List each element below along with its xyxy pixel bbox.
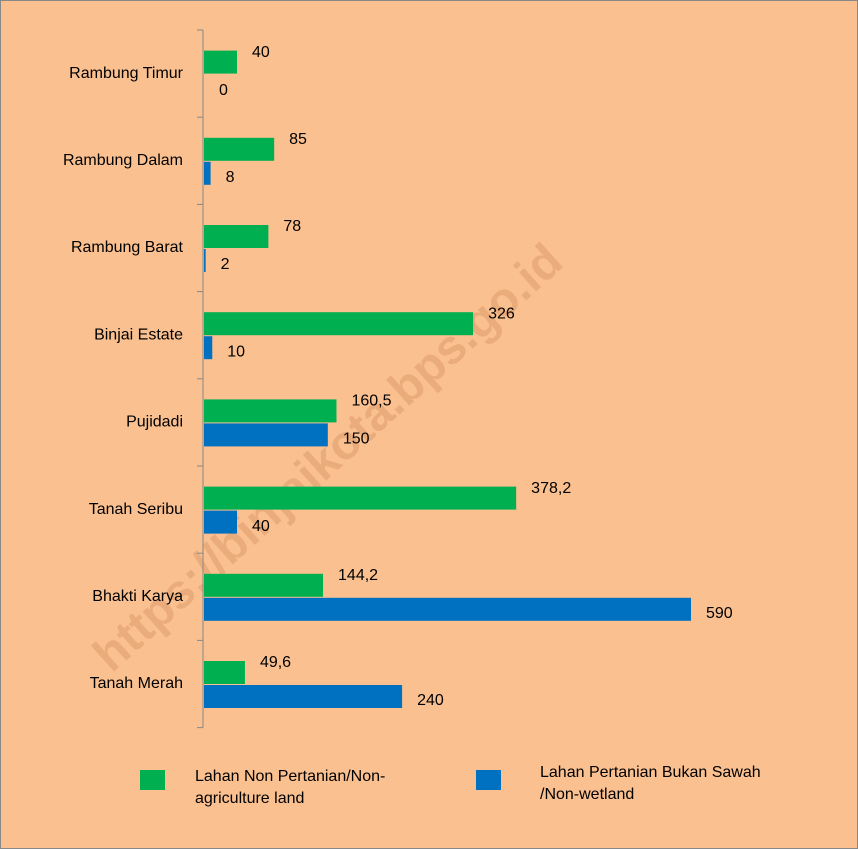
y-tick-label: Binjai Estate (94, 326, 183, 343)
bar (204, 423, 328, 447)
y-tick-label: Bhakti Karya (92, 588, 183, 605)
value-label: 8 (226, 169, 235, 186)
legend-label: Lahan Non Pertanian/Non-agriculture land (195, 768, 386, 807)
bar (204, 312, 474, 336)
bar (204, 597, 691, 621)
bar (204, 249, 206, 272)
value-label: 0 (219, 82, 228, 99)
bar (204, 685, 403, 708)
value-label: 78 (283, 218, 301, 235)
bar (204, 161, 211, 185)
y-tick-label: Pujidadi (126, 414, 183, 431)
value-label: 240 (417, 692, 444, 709)
value-label: 160,5 (351, 393, 391, 410)
bar (204, 486, 517, 510)
y-tick-label: Tanah Merah (90, 675, 183, 692)
y-tick-label: Rambung Barat (71, 239, 184, 256)
y-tick-label: Rambung Timur (69, 65, 183, 82)
bar (204, 661, 245, 684)
bar (204, 50, 238, 74)
bar (204, 225, 269, 248)
value-label: 144,2 (338, 567, 378, 584)
value-label: 40 (252, 518, 270, 535)
value-label: 326 (488, 305, 515, 322)
value-label: 150 (343, 431, 370, 448)
value-label: 590 (706, 605, 733, 622)
legend-label: Lahan Pertanian Bukan Sawah /Non-wetland (540, 764, 761, 803)
bar (204, 510, 238, 534)
y-tick-label: Tanah Seribu (89, 501, 183, 518)
bar (204, 573, 324, 597)
value-label: 378,2 (531, 480, 571, 497)
bar (204, 399, 337, 423)
value-label: 85 (289, 131, 307, 148)
value-label: 10 (227, 343, 245, 360)
legend-swatch (140, 770, 165, 790)
legend-swatch (476, 770, 501, 790)
y-tick-label: Rambung Dalam (63, 152, 183, 169)
bar (204, 137, 275, 161)
value-label: 40 (252, 44, 270, 61)
value-label: 49,6 (260, 654, 291, 671)
value-label: 2 (221, 256, 230, 273)
bar (204, 336, 213, 360)
